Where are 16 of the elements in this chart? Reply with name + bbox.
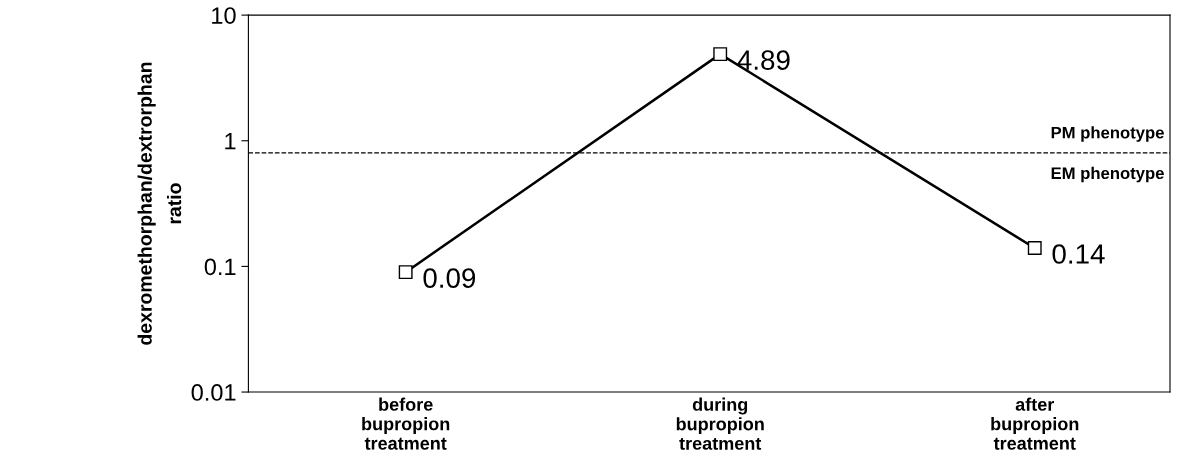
y-tick-label: 0.1 bbox=[204, 258, 236, 276]
y-tick-label: 10 bbox=[212, 7, 236, 24]
annotation: EM phenotype bbox=[1051, 166, 1164, 183]
x-tick-label: after bupropion treatment bbox=[991, 397, 1079, 450]
data-label: 0.14 bbox=[1052, 244, 1105, 264]
y-tick-label: 0.01 bbox=[191, 384, 236, 401]
ref-line-label: PM phenotype bbox=[1051, 126, 1164, 142]
point bbox=[713, 47, 728, 62]
x-tick-label: before bupropion treatment bbox=[362, 397, 450, 450]
y-tick-label: 1 bbox=[225, 133, 236, 150]
point bbox=[1027, 241, 1042, 255]
y-axis-title: dexromethorphan/dextrorphan ratio bbox=[137, 62, 182, 345]
point bbox=[398, 265, 413, 280]
data-label: 0.09 bbox=[423, 268, 476, 288]
data-label: 4.89 bbox=[737, 50, 790, 70]
x-tick-label: during bupropion treatment bbox=[676, 397, 764, 450]
